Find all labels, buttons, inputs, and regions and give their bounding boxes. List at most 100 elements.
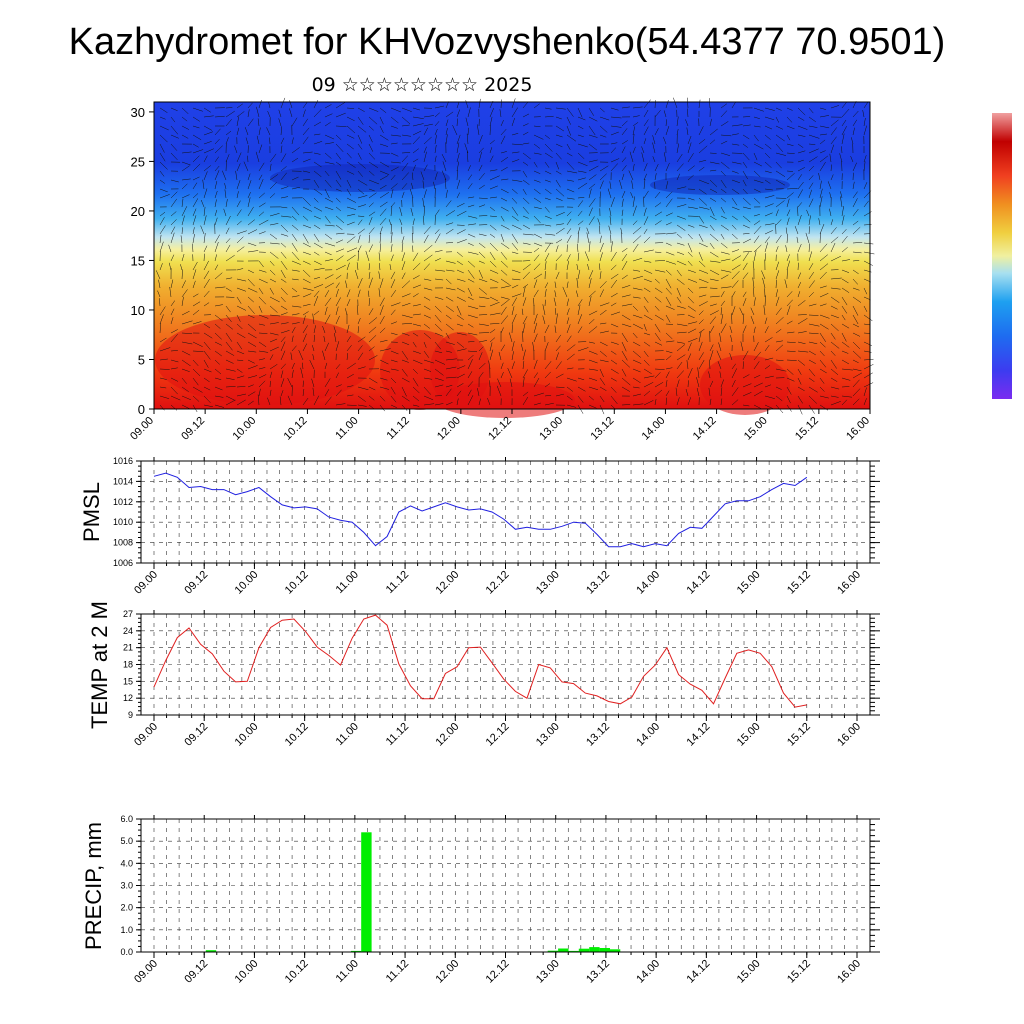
wind-vector xyxy=(841,368,853,371)
wind-vector xyxy=(280,312,288,316)
wind-vector xyxy=(280,206,288,209)
wind-vector xyxy=(665,397,668,406)
wind-vector xyxy=(214,341,223,346)
wind-vector xyxy=(566,107,574,117)
wind-vector xyxy=(676,344,686,352)
precip-panel: 0.01.02.03.04.05.06.009.00 09.12 10.00 10.1… xyxy=(120,814,880,986)
wind-vector xyxy=(280,305,288,310)
wind-vector xyxy=(203,107,211,113)
wind-vector xyxy=(379,386,390,390)
wind-vector xyxy=(863,398,867,406)
wind-vector xyxy=(379,233,382,244)
wind-vector xyxy=(411,233,414,244)
wind-vector xyxy=(643,332,651,336)
wind-vector xyxy=(423,164,428,172)
wind-vector xyxy=(687,328,697,334)
wind-vector xyxy=(687,233,693,240)
wind-vector xyxy=(764,195,775,199)
wind-vector xyxy=(610,116,622,119)
wind-vector xyxy=(808,395,817,404)
wind-vector xyxy=(819,107,827,110)
wind-vector xyxy=(577,326,583,334)
wind-vector xyxy=(324,342,329,352)
precip-xtick-label: 10.12 xyxy=(283,958,311,986)
wind-vector xyxy=(643,341,651,347)
wind-vector xyxy=(236,341,243,350)
wind-vector xyxy=(258,332,268,334)
precip-bar xyxy=(568,950,579,952)
wind-vector xyxy=(489,242,498,252)
wind-vector xyxy=(434,144,437,154)
wind-vector xyxy=(247,359,255,364)
wind-vector xyxy=(797,314,807,316)
wind-vector xyxy=(203,270,210,280)
wind-vector xyxy=(379,339,388,343)
wind-vector xyxy=(181,350,191,356)
wind-vector xyxy=(258,202,266,208)
wind-vector xyxy=(698,242,708,248)
wind-vector xyxy=(797,404,803,415)
wind-vector xyxy=(357,134,363,144)
wind-vector xyxy=(368,346,375,352)
wind-vector xyxy=(236,200,241,208)
wind-vector xyxy=(456,269,464,274)
wind-vector xyxy=(808,198,814,208)
wind-vector xyxy=(346,262,350,271)
wind-vector xyxy=(214,386,223,391)
wind-vector xyxy=(665,181,669,190)
wind-vector xyxy=(742,361,744,370)
wind-vector xyxy=(654,242,664,244)
wind-vector xyxy=(566,324,571,334)
wind-vector xyxy=(269,213,280,217)
wind-vector xyxy=(312,354,315,361)
wind-vector xyxy=(313,179,320,188)
wind-vector xyxy=(654,278,660,284)
wind-vector xyxy=(775,161,782,169)
wind-vector xyxy=(720,103,728,109)
wind-vector xyxy=(247,305,255,314)
wind-vector xyxy=(511,188,518,194)
wind-vector xyxy=(533,143,541,149)
wind-vector xyxy=(621,165,627,172)
page-title: Kazhydromet for KHVozvyshenko(54.4377 70… xyxy=(69,21,946,63)
wind-vector xyxy=(478,197,488,199)
wind-vector xyxy=(840,196,843,208)
wind-vector xyxy=(478,260,485,264)
wind-vector xyxy=(313,233,320,242)
wind-vector xyxy=(247,400,254,406)
wind-vector xyxy=(335,215,345,224)
wind-vector xyxy=(753,170,761,178)
wind-vector xyxy=(159,314,164,325)
wind-vector xyxy=(797,174,803,181)
wind-vector xyxy=(729,325,733,334)
wind-vector xyxy=(720,179,727,189)
wind-vector xyxy=(775,279,777,289)
wind-vector xyxy=(819,115,830,118)
wind-vector xyxy=(632,275,643,280)
wind-vector xyxy=(500,188,509,194)
wind-vector xyxy=(819,254,828,262)
wind-vector xyxy=(247,191,251,199)
wind-vector xyxy=(852,242,863,244)
wind-vector xyxy=(632,403,644,406)
wind-vector xyxy=(786,125,795,130)
wind-vector xyxy=(522,369,528,379)
wind-vector xyxy=(313,295,319,307)
wind-vector xyxy=(610,163,618,172)
wind-vector xyxy=(258,388,261,397)
wind-vector xyxy=(753,244,762,253)
wind-vector xyxy=(379,175,389,181)
wind-vector xyxy=(775,316,784,325)
wind-vector xyxy=(731,306,736,316)
vs-ytick-label: 10 xyxy=(131,303,145,318)
wind-vector xyxy=(819,377,825,384)
wind-vector xyxy=(643,260,652,263)
wind-vector xyxy=(236,163,241,172)
wind-vector xyxy=(181,125,190,130)
wind-vector xyxy=(280,287,288,295)
wind-vector xyxy=(170,143,178,151)
wind-vector xyxy=(786,173,795,181)
wind-vector xyxy=(280,166,287,172)
wind-vector xyxy=(687,242,693,253)
